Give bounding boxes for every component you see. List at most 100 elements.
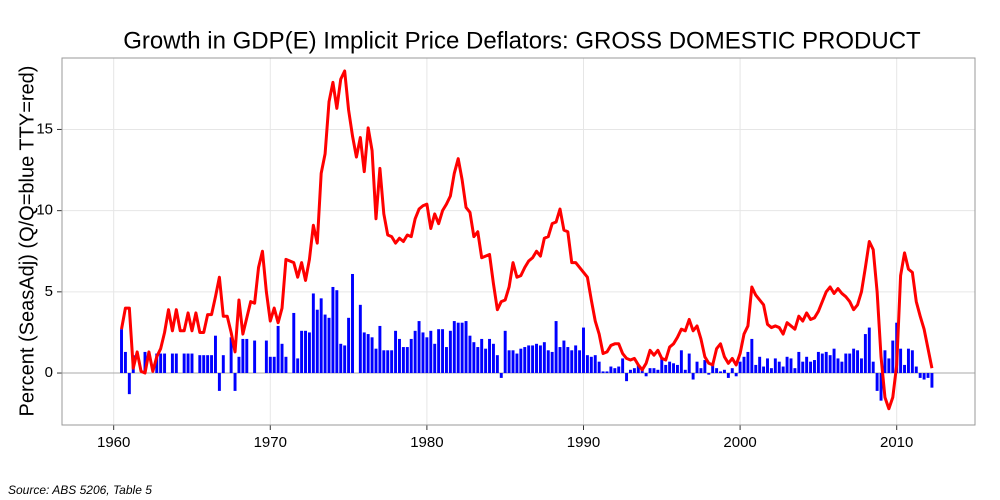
x-tick-label: 2010 <box>880 434 913 451</box>
bar <box>351 273 354 374</box>
bar <box>268 356 272 374</box>
bar <box>930 373 934 388</box>
bar <box>640 369 644 374</box>
bar <box>535 343 538 374</box>
bar <box>190 353 194 374</box>
bar <box>323 314 327 374</box>
bar <box>468 335 472 374</box>
bar <box>127 373 131 395</box>
bar <box>398 338 401 374</box>
bar <box>245 338 249 374</box>
bar <box>558 347 562 374</box>
bar <box>578 350 582 374</box>
bar <box>386 350 390 374</box>
bar <box>621 358 625 374</box>
bar <box>687 353 691 374</box>
x-tick-label: 1980 <box>410 434 443 451</box>
bar <box>366 334 370 374</box>
bar <box>632 368 636 374</box>
bar <box>491 343 495 374</box>
bar <box>394 330 398 374</box>
bar <box>476 347 480 374</box>
bar <box>460 322 464 374</box>
bar <box>601 371 605 374</box>
bar <box>793 368 797 374</box>
bar <box>707 373 711 375</box>
bar <box>883 350 887 374</box>
bar <box>300 330 304 374</box>
bar <box>711 363 715 374</box>
bar <box>182 353 186 374</box>
bar <box>859 358 863 374</box>
bar <box>519 348 523 374</box>
bar <box>719 371 722 374</box>
bar <box>715 368 719 374</box>
bar <box>585 355 589 374</box>
bar <box>785 356 789 374</box>
bar <box>429 330 433 374</box>
bar <box>378 325 382 374</box>
bar <box>327 317 331 374</box>
bar <box>593 355 597 374</box>
bar <box>738 361 742 374</box>
bar <box>292 312 296 374</box>
bar <box>202 355 206 374</box>
bar <box>159 353 163 374</box>
bar <box>214 335 217 374</box>
bar <box>722 369 726 374</box>
y-tick-label: 0 <box>45 364 53 381</box>
bar <box>319 298 323 374</box>
bar <box>605 371 609 374</box>
bar <box>613 368 617 374</box>
bar <box>120 329 123 374</box>
bar <box>648 368 652 374</box>
bar <box>304 330 307 374</box>
bar <box>926 373 930 378</box>
bar <box>315 309 319 374</box>
bar <box>511 350 515 374</box>
bar <box>918 373 922 378</box>
bar <box>652 368 656 374</box>
bar <box>362 332 366 374</box>
bar <box>903 364 906 374</box>
bar <box>405 347 409 374</box>
bar <box>523 347 527 374</box>
bar <box>370 337 374 374</box>
bar <box>331 286 335 374</box>
bar <box>343 345 347 374</box>
bar <box>582 327 585 374</box>
bar <box>625 373 629 382</box>
bar <box>852 348 856 374</box>
bar <box>452 321 456 374</box>
bar <box>444 347 448 374</box>
bar <box>636 364 640 374</box>
bar <box>339 343 343 374</box>
bar <box>679 350 683 374</box>
bar <box>726 373 730 378</box>
x-tick-label: 1970 <box>254 434 287 451</box>
chart-title: Growth in GDP(E) Implicit Price Deflator… <box>123 27 921 54</box>
bar <box>672 363 676 374</box>
bar <box>832 348 836 374</box>
x-tick-label: 1990 <box>567 434 600 451</box>
bar <box>644 373 648 377</box>
bar <box>597 361 601 374</box>
bar <box>253 340 257 374</box>
bar <box>409 338 413 374</box>
y-tick-label: 15 <box>36 120 53 137</box>
bar <box>280 343 284 374</box>
bar <box>174 353 178 374</box>
bar <box>488 338 491 374</box>
bar <box>531 345 535 374</box>
bar <box>272 356 276 374</box>
bar <box>382 350 386 374</box>
bar <box>472 342 476 374</box>
bar <box>574 345 578 374</box>
bar <box>566 347 570 374</box>
bar <box>914 366 918 374</box>
bar <box>699 368 703 374</box>
bar <box>401 347 405 374</box>
x-tick-label: 1960 <box>97 434 130 451</box>
plot-border <box>61 57 976 426</box>
bar <box>589 356 593 374</box>
